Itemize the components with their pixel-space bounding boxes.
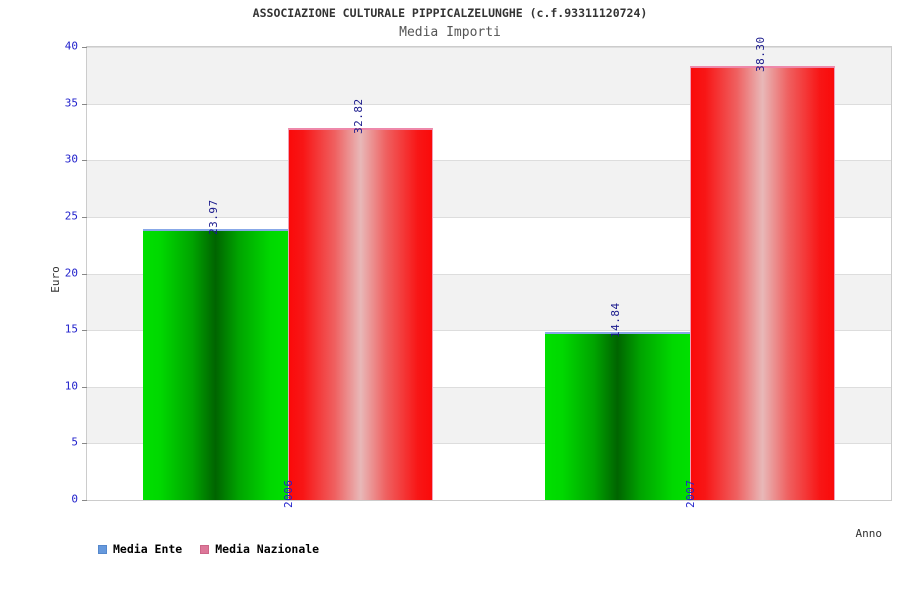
legend-swatch-icon — [98, 544, 107, 554]
plot-area — [82, 46, 892, 501]
y-axis-tick-mark — [82, 500, 87, 501]
bar-value-label: 32.82 — [351, 98, 365, 135]
bar-value-label: 23.97 — [206, 198, 220, 235]
x-axis-tick-label: 2006 — [282, 479, 295, 509]
y-axis-tick-label: 35 — [64, 96, 78, 110]
bar-nazionale-2006[interactable] — [288, 128, 433, 500]
bar-value-label: 38.30 — [753, 36, 767, 73]
chart-legend: Media Ente Media Nazionale — [98, 542, 319, 556]
y-axis-tick-mark — [82, 330, 87, 332]
y-axis-tick-label: 40 — [64, 39, 78, 53]
y-axis-tick-mark — [82, 273, 87, 275]
x-axis-tick-label: 2007 — [684, 479, 697, 509]
bar-nazionale-2007[interactable] — [690, 66, 835, 500]
legend-label: Media Nazionale — [215, 542, 320, 556]
y-axis-tick-label: 20 — [64, 266, 78, 279]
y-axis-tick-label: 30 — [64, 152, 78, 166]
y-axis-tick-label: 5 — [71, 435, 78, 449]
y-axis-tick-label: 15 — [64, 322, 78, 336]
legend-item-media-ente[interactable]: Media Ente — [98, 542, 182, 556]
y-axis-tick-mark — [82, 47, 87, 48]
y-axis-tick-label: 25 — [64, 209, 78, 223]
y-axis-tick-mark — [82, 160, 87, 162]
x-axis-label: Anno — [855, 527, 883, 540]
legend-item-media-nazionale[interactable]: Media Nazionale — [200, 542, 319, 556]
bar-ente-2007[interactable] — [545, 331, 690, 500]
bar-value-label: 14.84 — [608, 302, 622, 338]
legend-label: Media Ente — [113, 542, 183, 556]
y-axis-tick-mark — [82, 216, 87, 218]
y-axis-tick-mark — [82, 443, 87, 445]
y-axis-tick-label: 0 — [71, 492, 78, 506]
y-axis-tick-label: 10 — [64, 379, 78, 393]
y-axis-tick-mark — [82, 103, 87, 105]
chart-title: ASSOCIAZIONE CULTURALE PIPPICALZELUNGHE … — [252, 6, 648, 20]
gridline — [87, 47, 891, 48]
legend-swatch-icon — [200, 544, 210, 554]
y-axis-tick-mark — [82, 386, 87, 388]
chart-subtitle: Media Importi — [399, 25, 501, 40]
bar-ente-2006[interactable] — [143, 228, 288, 500]
